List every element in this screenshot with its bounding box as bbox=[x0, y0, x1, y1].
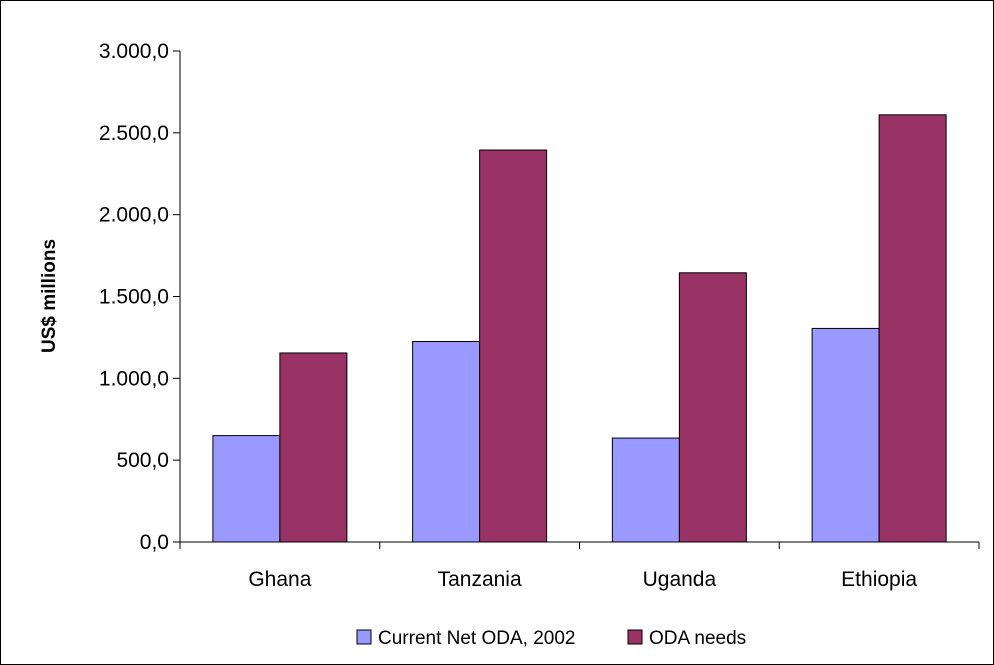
bar-oda-needs-tanzania bbox=[479, 149, 548, 543]
y-tick-label: 0,0 bbox=[140, 531, 169, 554]
legend-label: ODA needs bbox=[649, 628, 746, 649]
y-tick-label: 2.000,0 bbox=[99, 204, 169, 227]
bar-oda-needs-ghana bbox=[279, 352, 348, 543]
y-tick-label: 2.500,0 bbox=[99, 122, 169, 145]
legend-swatch bbox=[356, 629, 372, 645]
bar-current-net-oda-ethiopia bbox=[811, 327, 880, 543]
y-tick-label: 1.500,0 bbox=[99, 286, 169, 309]
y-tick-label: 500,0 bbox=[116, 449, 169, 472]
x-tick-label: Tanzania bbox=[438, 568, 522, 591]
legend-label: Current Net ODA, 2002 bbox=[378, 628, 575, 649]
legend: Current Net ODA, 2002 ODA needs bbox=[356, 628, 746, 649]
bar-oda-needs-uganda bbox=[678, 272, 747, 543]
bar-oda-needs-ethiopia bbox=[878, 114, 947, 543]
x-tick-label: Uganda bbox=[643, 568, 717, 591]
legend-swatch bbox=[627, 629, 643, 645]
y-axis-title: US$ millions bbox=[39, 239, 60, 353]
y-axis: 0,0 500,0 1.000,0 1.500,0 2.000,0 2.500,0 3.00… bbox=[99, 40, 181, 554]
x-tick-label: Ethiopia bbox=[841, 568, 917, 591]
y-tick-label: 3.000,0 bbox=[99, 40, 169, 63]
bar-current-net-oda-tanzania bbox=[412, 341, 481, 543]
bars bbox=[212, 114, 947, 543]
x-tick-label: Ghana bbox=[248, 568, 311, 591]
bar-current-net-oda-ghana bbox=[212, 435, 281, 543]
bar-current-net-oda-uganda bbox=[611, 437, 680, 543]
x-axis: Ghana Tanzania Uganda Ethiopia bbox=[179, 541, 980, 591]
y-tick-label: 1.000,0 bbox=[99, 367, 169, 390]
